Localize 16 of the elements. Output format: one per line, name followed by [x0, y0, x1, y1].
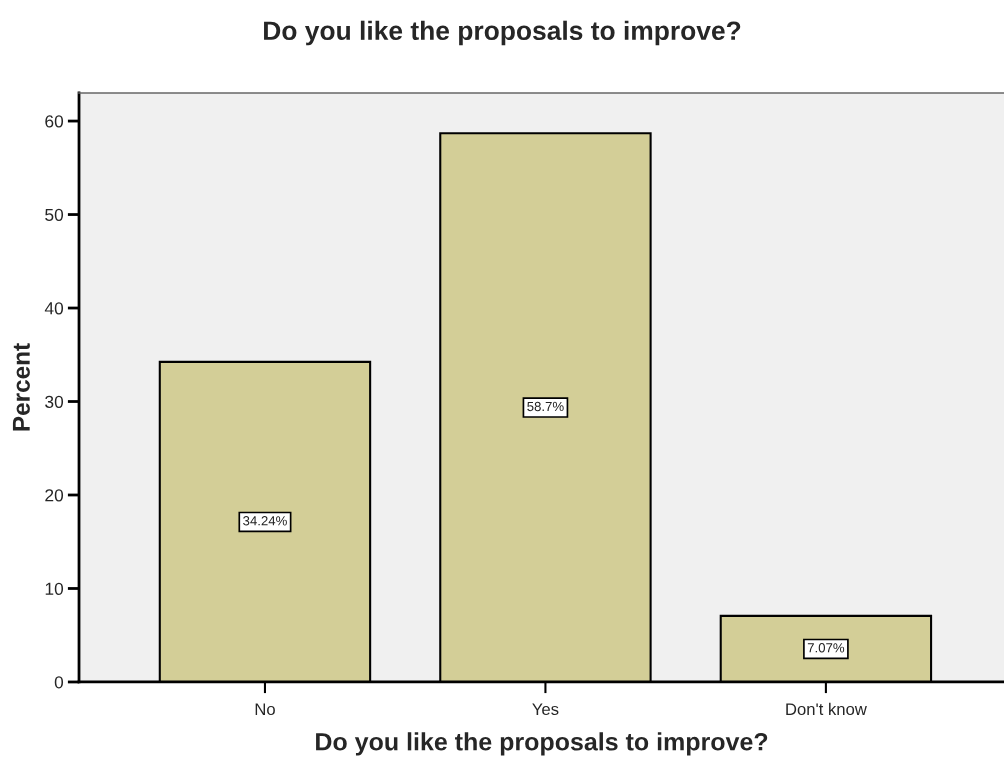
- y-axis-title: Percent: [12, 343, 30, 431]
- y-tick-label: 0: [54, 676, 64, 689]
- x-tick-label: Don't know: [786, 702, 867, 716]
- chart-title: Do you like the proposals to improve?: [264, 20, 741, 46]
- y-tick-label: 60: [45, 115, 64, 128]
- y-tick-label: 30: [45, 395, 64, 408]
- y-tick-label: 20: [45, 489, 64, 502]
- data-label: 7.07%: [807, 643, 845, 653]
- x-tick-label: Yes: [532, 703, 559, 716]
- y-tick-label: 10: [45, 582, 64, 595]
- data-label: 58.7%: [527, 401, 564, 412]
- y-tick-label: 50: [45, 208, 64, 221]
- y-tick-label: 40: [44, 302, 64, 315]
- x-tick-label: No: [255, 703, 275, 716]
- x-axis-title: Do you like the proposals to improve?: [316, 732, 768, 756]
- data-label: 34.24%: [243, 516, 287, 526]
